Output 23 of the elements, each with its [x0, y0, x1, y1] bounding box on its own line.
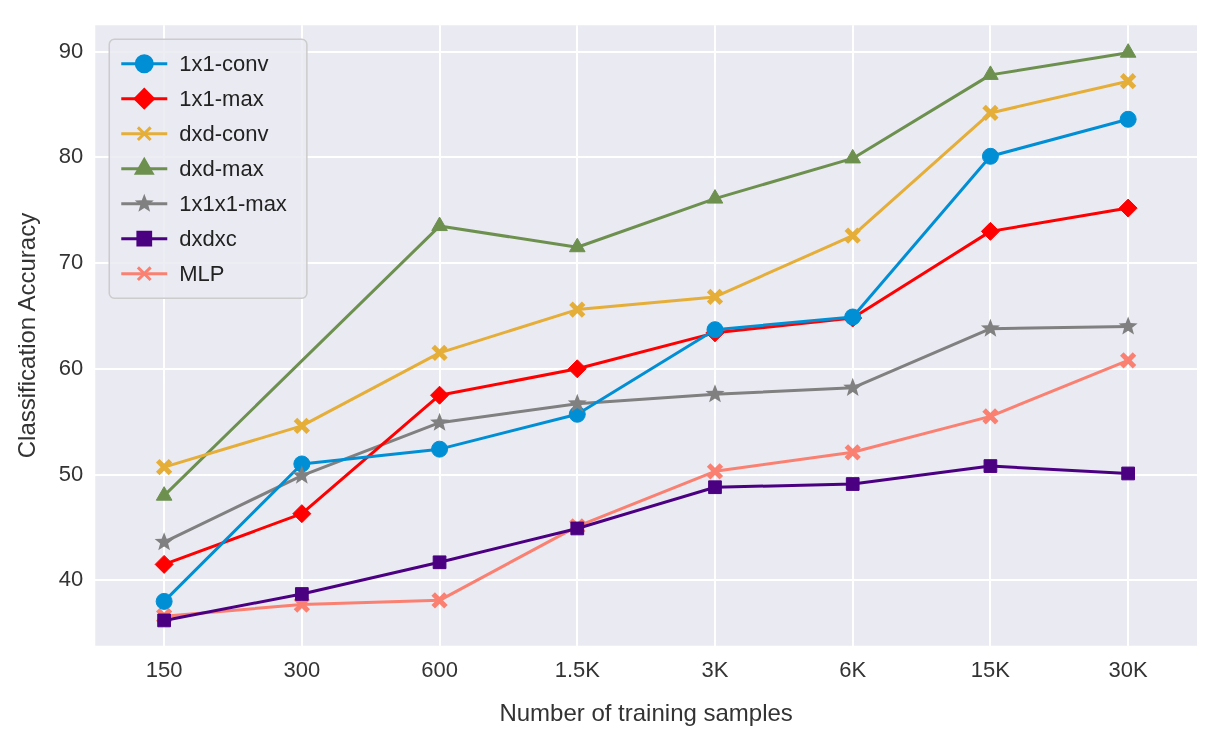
x-tick-label: 300: [283, 657, 321, 683]
legend-label: 1x1x1-max: [179, 190, 287, 216]
y-tick-label: 50: [58, 460, 84, 486]
legend-label: dxdxc: [179, 225, 237, 251]
x-tick-label: 600: [421, 657, 458, 683]
y-tick-label: 90: [58, 37, 84, 63]
x-tick-label: 15K: [970, 657, 1011, 683]
x-axis-title: Number of training samples: [499, 699, 793, 727]
x-tick-label: 3K: [701, 657, 729, 683]
y-tick-label: 70: [58, 249, 84, 275]
legend-label: 1x1-conv: [179, 50, 269, 76]
y-tick-label: 60: [58, 354, 84, 380]
legend-label: dxd-max: [179, 155, 264, 181]
y-axis-title: Classification Accuracy: [13, 212, 41, 459]
x-tick-label: 1.5K: [554, 657, 601, 683]
x-tick-label: 30K: [1108, 657, 1149, 683]
legend-label: 1x1-max: [179, 85, 264, 111]
legend-label: MLP: [179, 260, 225, 286]
x-tick-label: 6K: [839, 657, 867, 683]
legend-label: dxd-conv: [179, 120, 269, 146]
y-tick-label: 40: [58, 566, 84, 592]
x-tick-label: 150: [145, 657, 183, 683]
y-tick-label: 80: [58, 143, 84, 169]
